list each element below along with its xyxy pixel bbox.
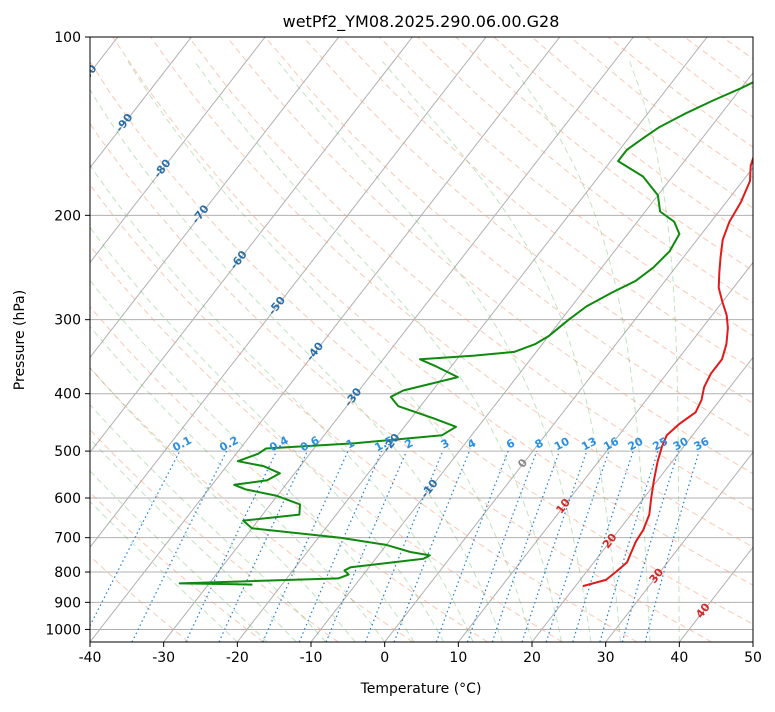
moist-adiabat-line [0, 62, 267, 643]
x-tick-label: 0 [380, 650, 389, 666]
isotherm-line [532, 37, 775, 642]
y-tick-label: 400 [54, 387, 81, 403]
mixing-ratio-line [132, 451, 227, 642]
moist-adiabat-line [0, 62, 385, 643]
y-tick-label: 1000 [45, 622, 81, 638]
mixing-ratio-label: 16 [601, 435, 621, 454]
mixing-ratio-label: 30 [671, 435, 691, 454]
isotherm-label: 20 [600, 531, 620, 551]
mixing-ratio-label: 10 [552, 435, 572, 454]
dry-adiabat-line [189, 37, 775, 642]
isotherm-label: -80 [151, 156, 174, 180]
y-axis-label: Pressure (hPa) [12, 290, 28, 390]
mixing-ratio-line [546, 451, 609, 642]
mixing-ratio-label: 20 [626, 435, 646, 454]
moist-adiabat-line [0, 62, 237, 643]
isotherm-label: 40 [693, 600, 713, 620]
dry-adiabat-line [0, 37, 562, 642]
moist-adiabat-line [0, 62, 355, 643]
moist-adiabat-line [73, 62, 502, 643]
dry-adiabat-line [761, 37, 775, 642]
x-axis-label: Temperature (°C) [360, 681, 482, 697]
dry-adiabat-line [723, 37, 775, 642]
moist-adiabat-line [128, 62, 532, 643]
x-tick-label: 30 [597, 650, 615, 666]
isotherm-label: -40 [304, 339, 327, 363]
x-tick-label: -30 [152, 650, 175, 666]
isotherm-line [164, 37, 634, 642]
isotherm-label: -70 [189, 202, 212, 226]
moist-adiabat-line [278, 62, 591, 643]
isotherm-label: -50 [266, 294, 289, 318]
x-tick-label: 40 [670, 650, 688, 666]
isotherm-label: 10 [553, 496, 573, 516]
x-tick-label: 20 [523, 650, 541, 666]
dry-adiabat-line [36, 37, 711, 642]
isotherm-label: 0 [515, 456, 530, 470]
y-tick-label: 700 [54, 531, 81, 547]
moist-adiabat-line [630, 62, 680, 643]
y-tick-label: 100 [54, 30, 81, 46]
isotherm-label: -10 [418, 477, 441, 501]
mixing-ratio-line [82, 451, 180, 642]
y-tick-label: 200 [54, 208, 81, 224]
isotherm-line [16, 37, 486, 642]
mixing-ratio-line [468, 451, 537, 642]
isotherm-line [385, 37, 775, 642]
y-tick-label: 600 [54, 491, 81, 507]
isotherm-label: 30 [647, 566, 667, 586]
moist-adiabat-line [0, 62, 326, 643]
isotherm-line [90, 37, 560, 642]
dry-adiabat-line [685, 37, 775, 642]
mixing-ratio-line [263, 451, 348, 642]
mixing-ratio-line [622, 451, 678, 642]
y-tick-label: 900 [54, 595, 81, 611]
isotherm-line [753, 37, 775, 642]
x-tick-label: -20 [226, 650, 249, 666]
y-tick-label: 800 [54, 565, 81, 581]
dry-adiabat-line [0, 37, 413, 642]
moist-adiabat-line [383, 62, 621, 643]
y-tick-label: 500 [54, 444, 81, 460]
x-tick-label: 10 [449, 650, 467, 666]
x-tick-label: -40 [79, 650, 102, 666]
mixing-ratio-label: 36 [692, 435, 712, 454]
isotherm-label: -60 [227, 248, 250, 272]
plot-frame [90, 37, 753, 642]
dry-adiabat-line [494, 37, 775, 642]
isotherm-label: -100 [72, 62, 99, 92]
mixing-ratio-line [436, 451, 508, 642]
chart-title: wetPf2_YM08.2025.290.06.00.G28 [283, 12, 560, 32]
moist-adiabat-line [0, 62, 444, 643]
mixing-ratio-label: 4 [465, 436, 478, 451]
dry-adiabat-line [0, 37, 488, 642]
y-tick-label: 300 [54, 313, 81, 329]
x-tick-label: -10 [300, 650, 323, 666]
x-tick-label: 50 [744, 650, 762, 666]
dry-adiabat-line [418, 37, 775, 642]
isotherm-line [0, 37, 412, 642]
mixing-ratio-label: 13 [579, 435, 599, 454]
dry-adiabat-line [532, 37, 775, 642]
dry-adiabat-line [0, 37, 264, 642]
isotherm-line [0, 37, 191, 642]
isotherm-label: -30 [342, 385, 365, 409]
